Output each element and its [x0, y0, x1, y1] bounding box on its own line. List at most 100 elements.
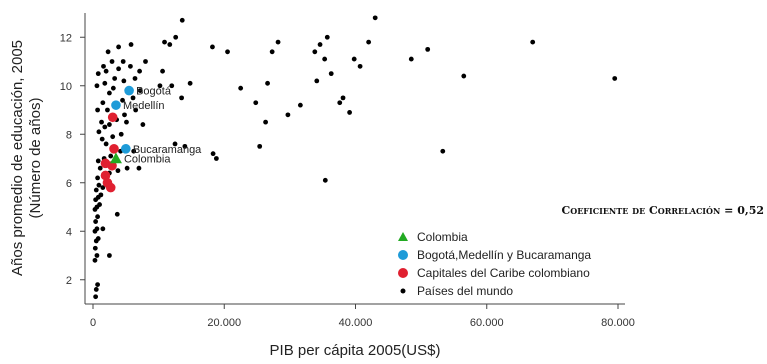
- legend-marker-countries: [400, 288, 406, 294]
- point-country: [92, 257, 98, 263]
- point-country: [137, 68, 142, 74]
- legend-marker-colombia: [398, 232, 408, 241]
- point-country: [103, 141, 109, 147]
- point-country: [322, 56, 328, 62]
- point-country: [96, 129, 102, 135]
- point-country: [105, 49, 111, 55]
- point-country: [95, 282, 100, 287]
- point-country: [121, 78, 127, 84]
- point-colombia: [109, 152, 122, 164]
- y-axis-subtitle: (Número de años): [27, 98, 44, 219]
- point-country: [94, 83, 100, 89]
- x-axis-title: PIB per cápita 2005(US$): [270, 342, 441, 359]
- point-country: [324, 34, 330, 40]
- point-country: [109, 59, 115, 64]
- point-country: [118, 131, 124, 137]
- point-country: [317, 42, 323, 47]
- point-country: [110, 134, 116, 140]
- point-country: [372, 15, 378, 21]
- legend: Colombia Bogotá,Medellín y Bucaramanga C…: [398, 230, 591, 298]
- point-country: [95, 71, 101, 77]
- point-country: [99, 119, 104, 125]
- point-country: [347, 110, 352, 115]
- x-tick-label: 60.000: [470, 317, 504, 329]
- point-caribbean-capital: [100, 170, 111, 181]
- point-country: [357, 63, 363, 69]
- point-country: [213, 156, 219, 161]
- point-country: [238, 85, 244, 91]
- point-country: [94, 253, 100, 258]
- point-country: [93, 294, 99, 300]
- point-country: [98, 192, 104, 198]
- city-label: Bogotá: [136, 86, 172, 98]
- point-country: [143, 59, 148, 64]
- point-country: [612, 76, 618, 81]
- point-country: [114, 211, 120, 217]
- point-country: [179, 95, 184, 101]
- city-label: Medellín: [123, 100, 165, 112]
- y-tick-label: 8: [66, 129, 72, 141]
- y-tick-label: 4: [66, 226, 72, 238]
- point-country: [100, 100, 106, 106]
- point-country: [210, 151, 216, 157]
- point-country: [440, 148, 446, 154]
- x-tick-label: 40.000: [339, 317, 373, 329]
- legend-label-countries: Países del mundo: [417, 284, 513, 298]
- point-country: [169, 83, 175, 89]
- point-country: [182, 143, 188, 149]
- point-country: [157, 83, 163, 89]
- point-country: [366, 39, 372, 45]
- point-country: [94, 226, 100, 232]
- point-country: [172, 141, 178, 147]
- point-city: [121, 144, 131, 154]
- point-city: [124, 85, 134, 96]
- point-country: [136, 165, 142, 171]
- point-country: [95, 175, 100, 181]
- point-country: [314, 78, 320, 84]
- point-country: [322, 177, 328, 183]
- point-country: [103, 68, 109, 74]
- point-country: [97, 165, 103, 171]
- point-country: [124, 165, 130, 171]
- point-country: [101, 63, 106, 69]
- point-country: [128, 42, 134, 47]
- point-country: [285, 112, 291, 118]
- point-country: [132, 76, 138, 81]
- point-country: [133, 107, 139, 113]
- point-country: [107, 90, 112, 96]
- point-city: [111, 100, 121, 110]
- point-country: [530, 39, 536, 45]
- point-country: [128, 63, 133, 69]
- correlation-annotation: Coeficiente de Correlación = 0,52: [561, 204, 764, 217]
- point-country: [337, 100, 343, 106]
- data-points: [92, 15, 618, 300]
- point-country: [120, 97, 125, 103]
- point-country: [269, 49, 275, 55]
- point-country: [263, 119, 268, 125]
- point-country: [173, 34, 179, 40]
- y-tick-label: 12: [60, 32, 72, 44]
- point-country: [297, 102, 303, 108]
- legend-label-colombia: Colombia: [417, 230, 468, 244]
- point-country: [93, 287, 99, 292]
- point-country: [122, 112, 127, 118]
- point-country: [107, 122, 112, 127]
- point-country: [137, 88, 143, 93]
- point-country: [253, 100, 259, 106]
- point-country: [312, 49, 318, 55]
- point-country: [92, 245, 98, 251]
- y-tick-label: 2: [66, 275, 72, 287]
- point-caribbean-capital: [109, 144, 119, 154]
- legend-label-cities: Bogotá,Medellín y Bucaramanga: [417, 248, 591, 262]
- point-country: [225, 49, 230, 55]
- x-ticks: 0 20.000 40.000 60.000 80.000: [90, 304, 635, 329]
- point-country: [110, 85, 116, 91]
- point-country: [95, 236, 101, 241]
- legend-marker-caribbean: [398, 268, 408, 278]
- point-country: [461, 73, 467, 79]
- city-label: Bucaramanga: [133, 144, 202, 156]
- y-axis-title: Años promedio de educación, 2005: [9, 40, 26, 276]
- point-country: [95, 214, 100, 220]
- point-country: [100, 226, 106, 232]
